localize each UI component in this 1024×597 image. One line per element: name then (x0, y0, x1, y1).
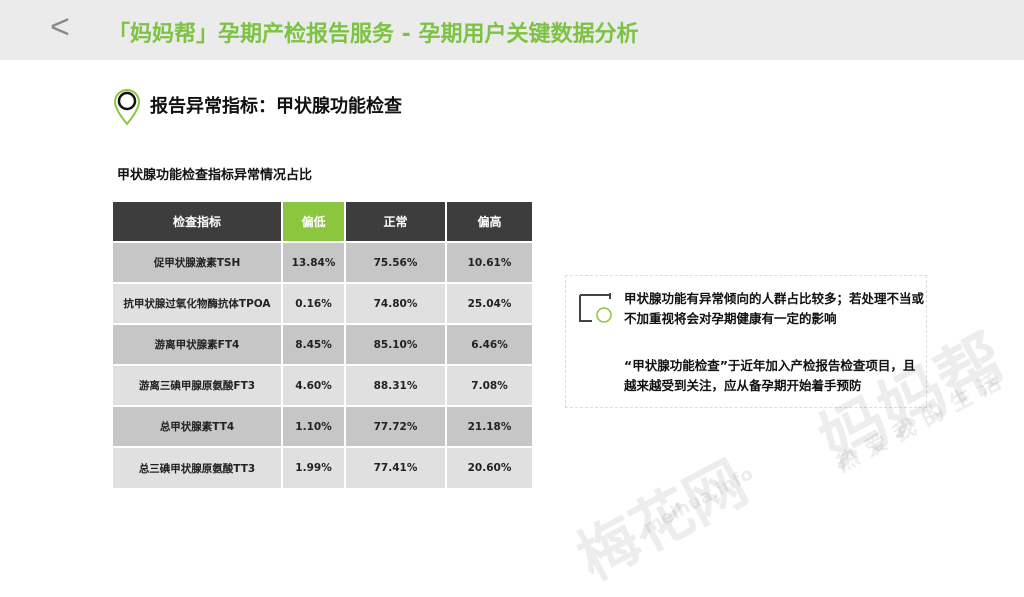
table-row: 游离三碘甲腺原氨酸FT3 4.60% 88.31% 7.08% (113, 364, 534, 406)
frame-circle-icon (579, 293, 612, 323)
table-caption: 甲状腺功能检查指标异常情况占比 (117, 168, 313, 183)
table-header-row: 检查指标 偏低 正常 偏高 (113, 202, 534, 242)
high-cell: 25.04% (446, 282, 534, 324)
meihua-watermark: 梅花网 (566, 447, 759, 595)
insight-paragraph-2: “甲状腺功能检查”于近年加入产检报告检查项目，且越来越受到关注，应从备孕期开始着… (624, 358, 916, 393)
indicator-cell: 总甲状腺素TT4 (113, 405, 283, 447)
thyroid-table: 检查指标 偏低 正常 偏高 促甲状腺激素TSH 13.84% 75.56% 10.61… (113, 202, 534, 488)
header-low: 偏低 (282, 202, 346, 242)
indicator-cell: 游离甲状腺素FT4 (113, 323, 283, 365)
table-row: 游离甲状腺素FT4 8.45% 85.10% 6.46% (113, 323, 534, 365)
high-cell: 6.46% (446, 323, 534, 365)
insight-callout: 甲状腺功能有异常倾向的人群占比较多；若处理不当或不加重视将会对孕期健康有一定的影… (565, 275, 927, 408)
indicator-cell: 总三碘甲状腺原氨酸TT3 (113, 446, 283, 488)
high-cell: 21.18% (446, 405, 534, 447)
indicator-cell: 促甲状腺激素TSH (113, 241, 283, 283)
insight-paragraph-1: 甲状腺功能有异常倾向的人群占比较多；若处理不当或不加重视将会对孕期健康有一定的影… (624, 291, 925, 326)
high-cell: 20.60% (446, 446, 534, 488)
low-cell: 0.16% (282, 282, 346, 324)
page-title: 「妈妈帮」孕期产检报告服务 - 孕期用户关键数据分析 (108, 22, 639, 47)
low-cell: 13.84% (282, 241, 346, 283)
header-high: 偏高 (446, 202, 534, 242)
normal-cell: 77.72% (345, 405, 447, 447)
normal-cell: 74.80% (345, 282, 447, 324)
normal-cell: 75.56% (345, 241, 447, 283)
low-cell: 8.45% (282, 323, 346, 365)
indicator-cell: 抗甲状腺过氧化物酶抗体TPOA (113, 282, 283, 324)
header-bar: < 「妈妈帮」孕期产检报告服务 - 孕期用户关键数据分析 (0, 0, 1024, 60)
normal-cell: 77.41% (345, 446, 447, 488)
high-cell: 7.08% (446, 364, 534, 406)
table-row: 总甲状腺素TT4 1.10% 77.72% 21.18% (113, 405, 534, 447)
normal-cell: 85.10% (345, 323, 447, 365)
indicator-cell: 游离三碘甲腺原氨酸FT3 (113, 364, 283, 406)
low-cell: 1.10% (282, 405, 346, 447)
table-row: 总三碘甲状腺原氨酸TT3 1.99% 77.41% 20.60% (113, 446, 534, 488)
section-title: 报告异常指标：甲状腺功能检查 (150, 96, 402, 117)
chevron-left-icon[interactable]: < (50, 8, 70, 46)
location-pin-icon (113, 88, 141, 126)
meihua-url-watermark: meihua.info (640, 463, 757, 539)
low-cell: 4.60% (282, 364, 346, 406)
table-row: 抗甲状腺过氧化物酶抗体TPOA 0.16% 74.80% 25.04% (113, 282, 534, 324)
low-cell: 1.99% (282, 446, 346, 488)
header-indicator: 检查指标 (113, 202, 283, 242)
table-row: 促甲状腺激素TSH 13.84% 75.56% 10.61% (113, 241, 534, 283)
header-normal: 正常 (345, 202, 447, 242)
high-cell: 10.61% (446, 241, 534, 283)
normal-cell: 88.31% (345, 364, 447, 406)
